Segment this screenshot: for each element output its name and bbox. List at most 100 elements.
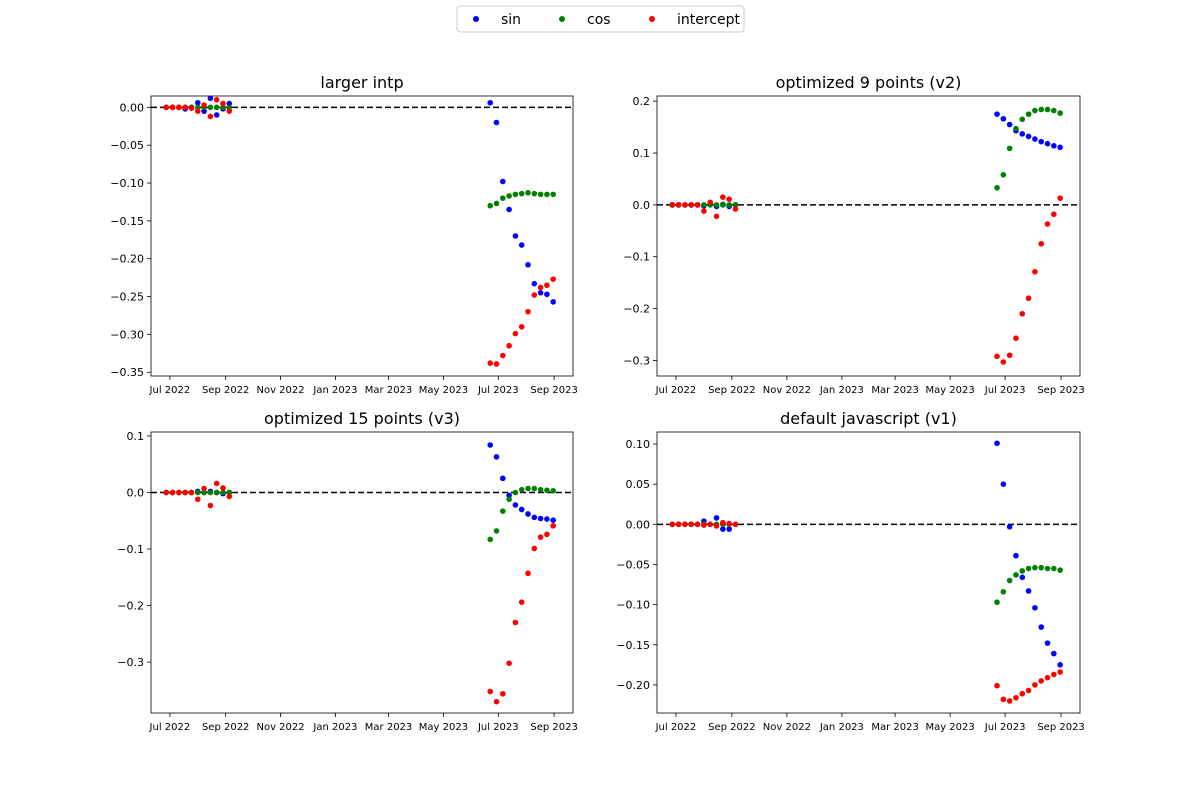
data-point-intercept <box>1044 221 1051 227</box>
data-point-intercept <box>1000 359 1007 365</box>
data-point-intercept <box>682 202 688 208</box>
data-point-sin <box>1000 481 1007 487</box>
data-point-intercept <box>682 521 688 528</box>
data-point-sin <box>1051 650 1057 657</box>
data-point-cos <box>544 487 550 494</box>
data-point-intercept <box>1032 682 1038 688</box>
y-tick-label: −0.10 <box>616 599 650 612</box>
y-tick-label: −0.15 <box>616 639 650 652</box>
subplot-title: optimized 15 points (v3) <box>264 409 460 428</box>
data-point-sin <box>1006 523 1013 530</box>
data-point-intercept <box>720 519 726 526</box>
data-point-cos <box>226 489 233 496</box>
data-point-intercept <box>1038 240 1045 247</box>
y-tick-label: 0.00 <box>626 518 651 531</box>
data-point-sin <box>544 291 550 298</box>
data-point-cos <box>500 195 506 201</box>
data-point-cos <box>1044 106 1051 113</box>
data-point-intercept <box>493 361 500 367</box>
data-point-sin <box>493 119 500 126</box>
x-tick-label: Jan 2023 <box>819 722 864 733</box>
data-point-intercept <box>1051 211 1057 218</box>
data-point-cos <box>1013 125 1019 132</box>
data-point-intercept <box>1025 295 1032 302</box>
data-point-cos <box>525 485 531 492</box>
data-point-intercept <box>188 105 195 111</box>
data-point-sin <box>537 515 544 522</box>
data-point-intercept <box>707 521 714 528</box>
data-point-intercept <box>207 502 214 509</box>
data-point-sin <box>512 233 519 239</box>
data-point-sin <box>1000 116 1007 122</box>
data-point-cos <box>518 486 525 493</box>
data-point-sin <box>1057 144 1063 151</box>
y-tick-label: −0.10 <box>110 177 144 190</box>
y-tick-label: −0.30 <box>110 328 144 341</box>
data-point-intercept <box>732 521 739 528</box>
data-point-sin <box>512 502 519 508</box>
x-tick-label: Sep 2022 <box>202 722 249 733</box>
subplot-grid: larger intp Jul 2022 Sep 2022 Nov 2022 Jan 2… <box>110 73 1085 733</box>
data-point-intercept <box>213 96 220 103</box>
data-point-intercept <box>169 489 176 496</box>
x-tick-label: Sep 2022 <box>708 722 755 733</box>
data-point-sin <box>1038 138 1045 145</box>
data-point-intercept <box>194 496 201 503</box>
data-point-sin <box>1006 121 1013 128</box>
data-point-intercept <box>550 523 556 529</box>
data-point-cos <box>550 191 556 198</box>
y-tick-label: −0.20 <box>616 679 650 692</box>
data-point-intercept <box>487 360 494 366</box>
legend-marker-sin <box>473 16 479 22</box>
data-point-sin <box>518 242 525 248</box>
y-tick-label: −0.15 <box>110 215 144 228</box>
data-point-cos <box>1038 564 1045 571</box>
data-point-cos <box>531 485 538 492</box>
data-point-intercept <box>493 698 500 705</box>
data-point-cos <box>726 202 732 208</box>
x-tick-label: Mar 2023 <box>365 722 413 733</box>
data-point-intercept <box>194 108 201 114</box>
data-point-intercept <box>176 104 182 111</box>
x-tick-label: Mar 2023 <box>365 385 413 396</box>
plot-area-frame <box>656 431 1081 714</box>
data-point-intercept <box>525 570 531 577</box>
data-point-cos <box>201 489 207 496</box>
data-point-sin <box>1025 588 1032 594</box>
x-tick-label: Sep 2022 <box>202 385 249 396</box>
data-point-sin <box>994 111 1000 117</box>
x-tick-label: Nov 2022 <box>256 385 304 396</box>
data-point-cos <box>1019 116 1026 123</box>
data-point-intercept <box>188 489 195 496</box>
data-point-cos <box>207 104 214 111</box>
data-point-cos <box>713 202 720 208</box>
data-point-intercept <box>544 282 550 288</box>
data-point-sin <box>1019 131 1026 137</box>
data-point-sin <box>1044 640 1051 646</box>
data-point-cos <box>1019 568 1026 574</box>
data-point-intercept <box>213 480 220 487</box>
data-point-cos <box>1032 564 1038 571</box>
data-point-intercept <box>1019 310 1026 317</box>
data-point-cos <box>487 202 494 209</box>
data-point-cos <box>207 489 214 496</box>
data-point-intercept <box>182 104 188 111</box>
data-point-intercept <box>726 196 732 202</box>
data-point-sin <box>525 261 531 268</box>
data-point-intercept <box>994 353 1000 360</box>
data-point-intercept <box>201 102 207 108</box>
legend-frame <box>456 5 745 33</box>
subplot-optimized-15-points-v3: optimized 15 points (v3) Jul 2022 Sep 2022… <box>117 409 578 733</box>
data-point-cos <box>1013 572 1019 578</box>
y-tick-label: 0.10 <box>626 438 651 451</box>
subplot-title: default javascript (v1) <box>780 409 957 428</box>
subplot-optimized-9-points-v2: optimized 9 points (v2) Jul 2022 Sep 2022 N… <box>623 73 1085 396</box>
data-point-sin <box>726 526 732 532</box>
y-tick-label: 0.1 <box>127 430 145 443</box>
data-point-intercept <box>500 690 506 697</box>
x-tick-label: Jul 2023 <box>477 385 519 396</box>
data-point-sin <box>720 526 726 532</box>
data-point-sin <box>531 280 538 287</box>
data-point-intercept <box>713 523 720 529</box>
